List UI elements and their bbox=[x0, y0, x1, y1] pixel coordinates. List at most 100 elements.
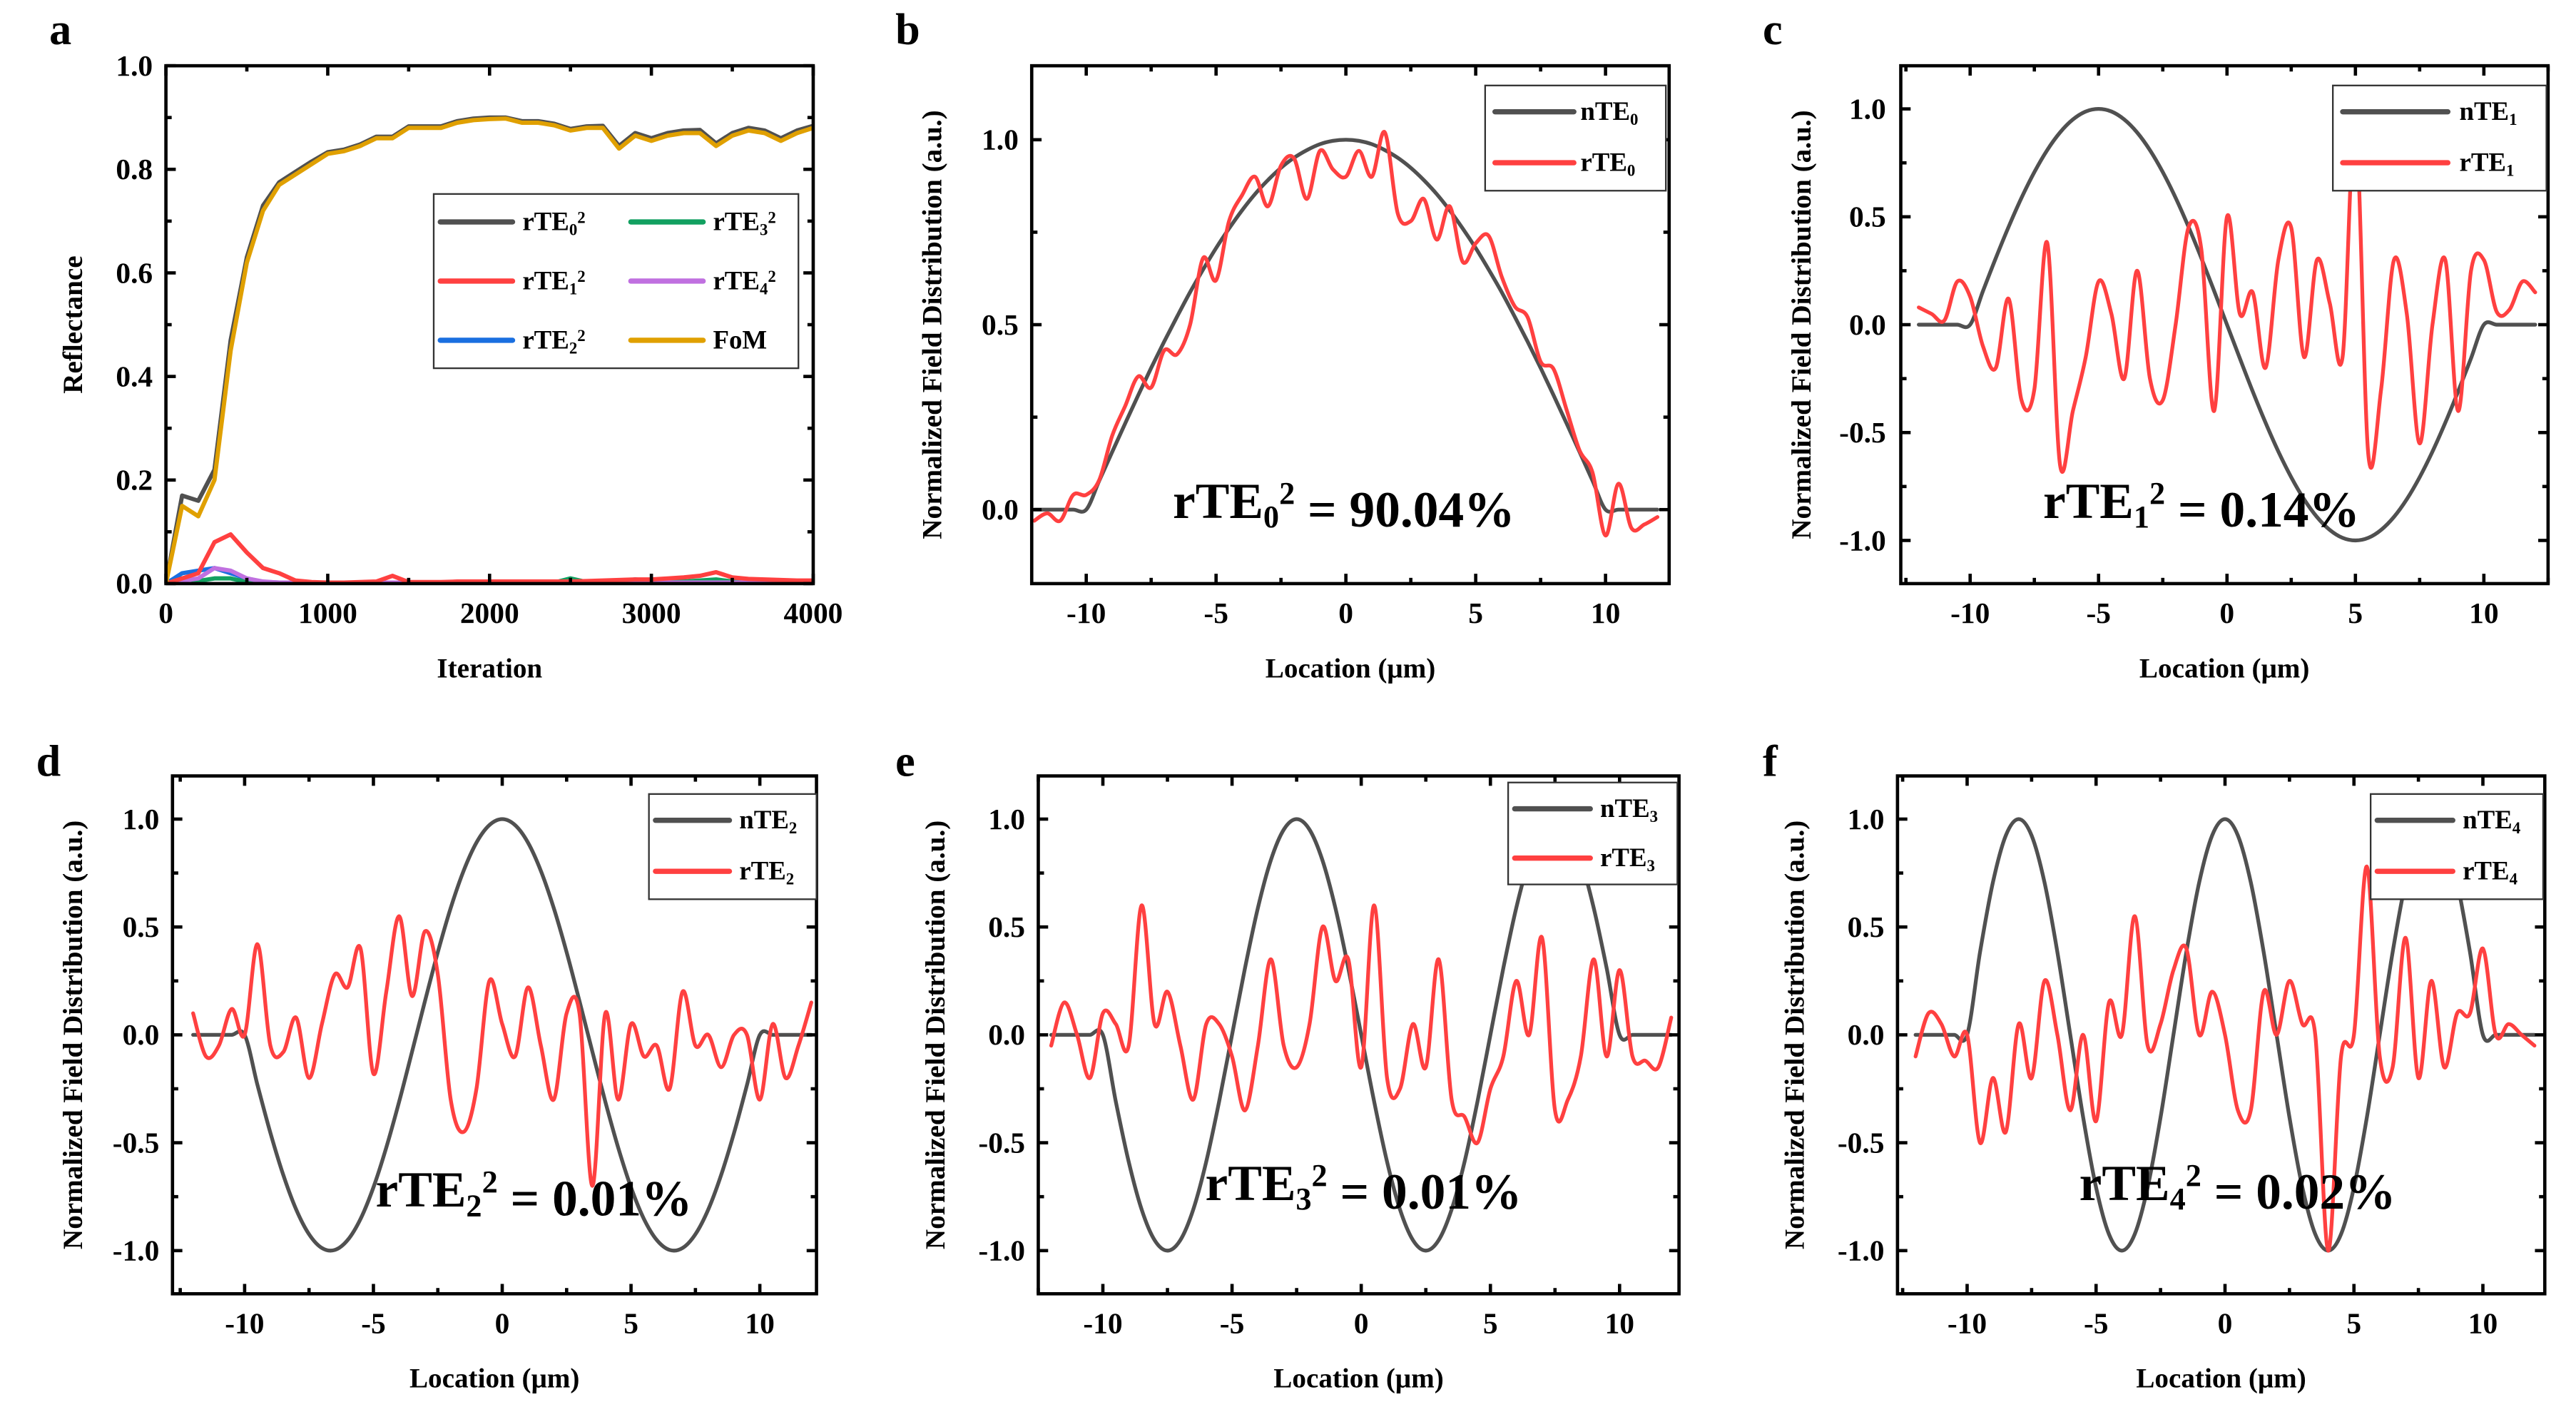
y-tick-label: -0.5 bbox=[978, 1126, 1025, 1159]
x-axis-label: Iteration bbox=[437, 653, 542, 684]
legend-label-subscript: 3 bbox=[1647, 857, 1655, 875]
reflectance-annotation-base: rTE bbox=[2079, 1155, 2170, 1212]
legend-item: FoM bbox=[628, 325, 767, 354]
legend-label-subscript: 1 bbox=[2506, 161, 2514, 179]
reflectance-annotation: rTE22 = 0.01% bbox=[376, 1162, 693, 1227]
reflectance-annotation: rTE32 = 0.01% bbox=[1206, 1155, 1522, 1220]
y-tick-label: 0.2 bbox=[116, 464, 153, 497]
y-tick-label: 1.0 bbox=[982, 123, 1019, 156]
legend-item: nTE4 bbox=[2374, 805, 2520, 837]
legend-label-base: rTE bbox=[522, 207, 569, 236]
legend-label-base: nTE bbox=[1600, 793, 1650, 823]
legend-label: rTE42 bbox=[713, 266, 775, 298]
y-tick-label: 0.5 bbox=[982, 308, 1019, 341]
x-tick-label: 4000 bbox=[784, 596, 843, 629]
legend-box bbox=[2369, 793, 2545, 900]
series-group bbox=[1032, 130, 1660, 538]
legend-label: FoM bbox=[713, 325, 767, 354]
y-tick-label: -1.0 bbox=[1839, 524, 1886, 557]
x-tick-label: -10 bbox=[1066, 596, 1106, 629]
legend-item: rTE2 bbox=[653, 856, 794, 888]
x-tick-label: 5 bbox=[2348, 596, 2363, 629]
reflectance-annotation-superscript: 2 bbox=[2186, 1158, 2201, 1193]
legend-label-subscript: 4 bbox=[2513, 819, 2520, 837]
chart-panel-a: 0 1000 2000 3000 4000 0.0 0.2 0.4 0.6 0.8 1.0 Itera… bbox=[49, 6, 842, 684]
legend-label-subscript: 4 bbox=[760, 280, 768, 298]
legend-label-subscript: 2 bbox=[789, 819, 797, 837]
y-tick-label: 0.5 bbox=[1848, 910, 1885, 943]
y-tick-label: -0.5 bbox=[1838, 1126, 1885, 1159]
y-tick-label: 0.5 bbox=[1849, 200, 1886, 233]
legend-label-subscript: 2 bbox=[786, 870, 794, 888]
reflectance-annotation-value: = 0.02% bbox=[2201, 1164, 2396, 1220]
legend-label-base: rTE bbox=[522, 266, 569, 295]
y-tick-label: 0.0 bbox=[116, 567, 153, 600]
y-axis-label: Normalized Field Distribution (a.u.) bbox=[917, 110, 948, 539]
legend-label-base: FoM bbox=[713, 325, 767, 354]
legend-label: nTE0 bbox=[1580, 96, 1638, 128]
legend-item: rTE32 bbox=[628, 207, 776, 238]
x-tick-label: 5 bbox=[623, 1307, 638, 1340]
y-tick-label: 0.0 bbox=[1848, 1018, 1885, 1051]
reflectance-annotation-superscript: 2 bbox=[1279, 476, 1295, 511]
y-axis-label: Reflectance bbox=[58, 255, 88, 393]
reflectance-annotation-base: rTE bbox=[1173, 473, 1263, 529]
chart-panel-b: -10 -5 0 5 10 0.0 0.5 1.0 Location (μm) Normalize… bbox=[895, 6, 1671, 684]
x-tick-label: 2000 bbox=[460, 596, 519, 629]
legend-item: rTE42 bbox=[628, 266, 776, 298]
legend-label-superscript: 2 bbox=[768, 268, 775, 285]
legend-label: nTE1 bbox=[2459, 96, 2517, 128]
legend-label: nTE2 bbox=[739, 805, 797, 837]
y-tick-label: 1.0 bbox=[988, 803, 1025, 836]
panel-letter: e bbox=[895, 737, 915, 786]
x-tick-label: 10 bbox=[2468, 1307, 2498, 1340]
panel-letter: b bbox=[895, 6, 920, 54]
y-tick-label: 0.8 bbox=[116, 153, 153, 186]
reflectance-annotation-value: = 0.01% bbox=[1328, 1164, 1522, 1220]
panel-letter: d bbox=[36, 737, 61, 786]
series-group bbox=[1917, 106, 2537, 543]
x-tick-label: -10 bbox=[1083, 1307, 1122, 1340]
reflectance-annotation: rTE02 = 90.04% bbox=[1173, 473, 1514, 538]
y-tick-label: 1.0 bbox=[1849, 92, 1886, 125]
x-axis-label: Location (μm) bbox=[409, 1363, 579, 1394]
legend-item: nTE1 bbox=[2340, 96, 2518, 128]
y-tick-label: -1.0 bbox=[978, 1234, 1025, 1267]
reflectance-annotation-superscript: 2 bbox=[2149, 476, 2165, 511]
reflectance-annotation-subscript: 2 bbox=[466, 1188, 482, 1223]
y-tick-label: 1.0 bbox=[116, 49, 153, 82]
legend: nTE1 rTE1 bbox=[2332, 84, 2547, 192]
x-tick-label: -10 bbox=[1950, 596, 1990, 629]
legend-label-base: rTE bbox=[2459, 148, 2505, 177]
y-tick-label: -1.0 bbox=[113, 1234, 160, 1267]
legend-label-base: rTE bbox=[1580, 148, 1626, 177]
legend-label: nTE4 bbox=[2463, 805, 2520, 837]
x-tick-label: 5 bbox=[1468, 596, 1483, 629]
chart-panel-e: -10 -5 0 5 10 -1.0 -0.5 0.0 0.5 1.0 Location (μm) N… bbox=[895, 737, 1681, 1394]
legend-label-base: rTE bbox=[739, 856, 785, 885]
legend-label-base: nTE bbox=[1580, 96, 1630, 126]
legend-label-base: nTE bbox=[2463, 805, 2513, 834]
legend-label-subscript: 4 bbox=[2510, 870, 2518, 888]
y-tick-label: 0.5 bbox=[123, 910, 160, 943]
legend-item: rTE3 bbox=[1512, 843, 1655, 875]
y-tick-label: -0.5 bbox=[113, 1126, 160, 1159]
x-tick-label: 0 bbox=[2218, 1307, 2233, 1340]
y-tick-label: 0.0 bbox=[982, 493, 1019, 526]
reflectance-annotation-base: rTE bbox=[1206, 1155, 1296, 1212]
y-axis-label: Normalized Field Distribution (a.u.) bbox=[920, 821, 951, 1249]
legend-label: rTE02 bbox=[522, 207, 585, 239]
reflectance-annotation-subscript: 0 bbox=[1263, 499, 1279, 534]
legend-label-subscript: 1 bbox=[569, 280, 577, 298]
reflectance-annotation-base: rTE bbox=[2043, 473, 2134, 529]
reflectance-annotation-value: = 0.01% bbox=[498, 1170, 693, 1227]
series-line-fom bbox=[166, 116, 813, 584]
x-axis-label: Location (μm) bbox=[2139, 653, 2309, 684]
series-line-rte1 bbox=[1917, 117, 2537, 474]
legend-label-superscript: 2 bbox=[577, 208, 585, 226]
y-tick-label: 0.0 bbox=[123, 1018, 160, 1051]
legend-box bbox=[2332, 84, 2547, 192]
y-tick-label: 0.5 bbox=[988, 910, 1025, 943]
reflectance-annotation-superscript: 2 bbox=[482, 1164, 498, 1199]
